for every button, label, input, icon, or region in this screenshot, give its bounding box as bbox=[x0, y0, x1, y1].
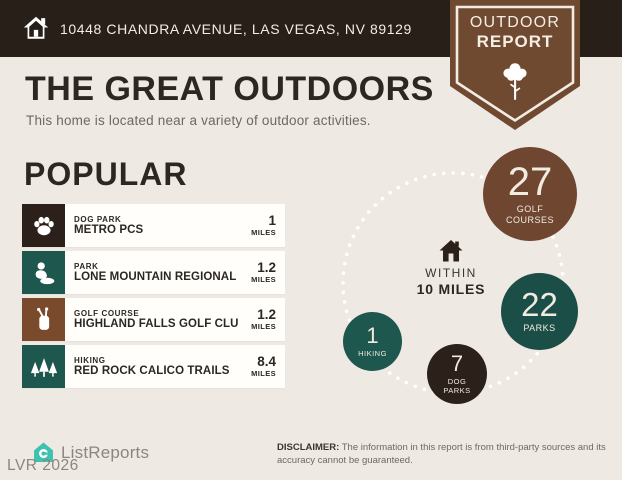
lvr-watermark: LVR 2026 bbox=[7, 457, 79, 474]
place-category: DOG PARK bbox=[74, 215, 122, 224]
stat-label: GOLF COURSES bbox=[505, 203, 554, 225]
place-category: PARK bbox=[74, 262, 99, 271]
popular-places-list: DOG PARK METRO PCS 1 MILES PARK LONE MOU… bbox=[22, 204, 285, 392]
stat-value: 22 bbox=[521, 286, 558, 324]
brand-name: ListReports bbox=[61, 442, 150, 462]
stat-value: 7 bbox=[450, 350, 464, 376]
place-distance-unit: MILES bbox=[251, 228, 276, 238]
home-icon bbox=[439, 240, 463, 262]
trees-icon bbox=[22, 345, 65, 388]
outdoor-report-badge: OUTDOOR REPORT bbox=[450, 0, 580, 133]
place-distance: 1.2 bbox=[257, 259, 276, 275]
place-category: GOLF COURSE bbox=[74, 309, 140, 318]
home-icon bbox=[23, 16, 49, 39]
place-distance: 1.2 bbox=[257, 306, 276, 322]
tree-icon bbox=[503, 63, 527, 100]
disclaimer-label: DISCLAIMER: bbox=[277, 442, 340, 453]
listreports-house-icon bbox=[34, 442, 53, 462]
park-icon bbox=[22, 251, 65, 294]
place-distance-unit: MILES bbox=[251, 275, 276, 285]
list-item-hiking: HIKING RED ROCK CALICO TRAILS 8.4 MILES bbox=[22, 345, 285, 388]
paw-icon bbox=[22, 204, 65, 247]
radius-miles-label: 10 MILES bbox=[416, 281, 486, 297]
popular-section-heading: POPULAR bbox=[24, 156, 188, 192]
stat-golf-courses: 27 GOLF COURSES bbox=[483, 147, 577, 241]
stat-value: 1 bbox=[366, 322, 379, 348]
golf-icon bbox=[22, 298, 65, 341]
page-title: THE GREAT OUTDOORS bbox=[25, 70, 434, 108]
list-item-dog-park: DOG PARK METRO PCS 1 MILES bbox=[22, 204, 285, 247]
property-address: 10448 CHANDRA AVENUE, LAS VEGAS, NV 8912… bbox=[60, 20, 412, 37]
place-distance-unit: MILES bbox=[251, 369, 276, 379]
place-distance: 1 bbox=[268, 212, 276, 228]
radius-center-label: WITHIN 10 MILES bbox=[407, 238, 495, 297]
within-label: WITHIN bbox=[425, 266, 477, 280]
badge-title-line1: OUTDOOR bbox=[469, 14, 561, 31]
place-category: HIKING bbox=[74, 356, 106, 365]
place-name: LONE MOUNTAIN REGIONAL PARK bbox=[74, 271, 239, 283]
page-subtitle: This home is located near a variety of o… bbox=[26, 113, 371, 128]
stat-label: PARKS bbox=[523, 323, 556, 334]
stat-label: HIKING bbox=[358, 348, 387, 358]
disclaimer-text: DISCLAIMER: The information in this repo… bbox=[277, 442, 606, 467]
badge-title-line2: REPORT bbox=[476, 32, 554, 51]
stat-label: DOG PARKS bbox=[443, 376, 471, 395]
stat-value: 27 bbox=[507, 159, 553, 204]
stat-hiking: 1 HIKING bbox=[343, 312, 402, 371]
place-name: RED ROCK CALICO TRAILS bbox=[74, 365, 230, 377]
place-distance: 8.4 bbox=[257, 353, 276, 369]
stat-parks: 22 PARKS bbox=[501, 273, 578, 350]
place-name: METRO PCS bbox=[74, 224, 144, 236]
place-distance-unit: MILES bbox=[251, 322, 276, 332]
list-item-park: PARK LONE MOUNTAIN REGIONAL PARK 1.2 MIL… bbox=[22, 251, 285, 294]
place-name: HIGHLAND FALLS GOLF CLUB bbox=[74, 318, 239, 330]
listreports-logo: ListReports bbox=[33, 442, 149, 463]
list-item-golf-course: GOLF COURSE HIGHLAND FALLS GOLF CLUB 1.2… bbox=[22, 298, 285, 341]
stat-dog-parks: 7 DOG PARKS bbox=[427, 344, 487, 404]
